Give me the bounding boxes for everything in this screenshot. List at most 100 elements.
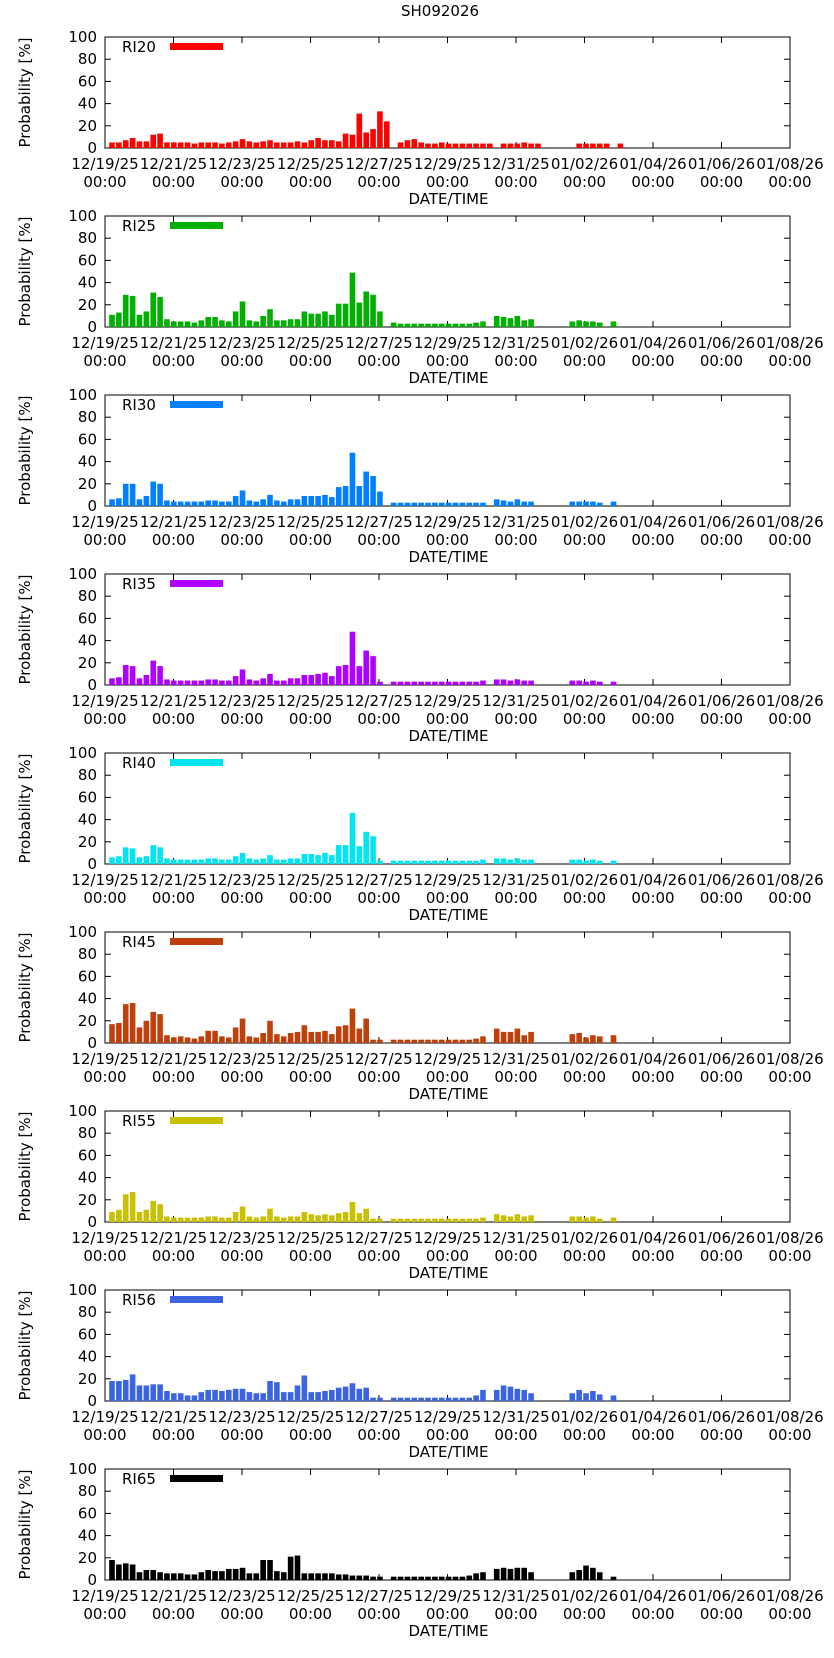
bar <box>583 1393 589 1401</box>
bar <box>150 1200 157 1222</box>
bar <box>452 1039 459 1043</box>
x-tick-time-label: 00:00 <box>426 1247 469 1265</box>
legend-label: RI20 <box>122 38 156 56</box>
x-tick-time-label: 00:00 <box>357 173 400 191</box>
bar <box>171 1573 177 1580</box>
plot-frame <box>104 215 791 328</box>
y-tick-label: 80 <box>78 1303 97 1321</box>
bar <box>143 141 150 148</box>
bar <box>480 859 486 864</box>
x-tick-date-label: 01/08/26 <box>756 692 823 710</box>
bar <box>596 322 603 327</box>
bar <box>253 1217 260 1222</box>
legend-label: RI25 <box>122 217 156 235</box>
bar <box>198 859 205 864</box>
x-tick-time-label: 00:00 <box>152 710 195 728</box>
bar <box>136 1027 143 1043</box>
bar <box>521 1216 527 1222</box>
bar <box>418 860 424 864</box>
x-tick-date-label: 12/25/25 <box>277 155 344 173</box>
bar <box>301 854 308 864</box>
bar <box>294 319 301 327</box>
bar <box>610 1035 617 1043</box>
bar <box>528 680 534 685</box>
bar <box>322 311 328 327</box>
bar <box>514 1214 521 1222</box>
bar <box>452 143 459 148</box>
y-tick-label: 60 <box>78 1146 97 1164</box>
plot-frame <box>104 573 791 686</box>
x-tick-time-label: 00:00 <box>289 1068 332 1086</box>
bar <box>576 1570 582 1580</box>
bar <box>438 1039 445 1043</box>
bar <box>294 858 301 864</box>
bar <box>274 1034 280 1043</box>
bar <box>122 1194 129 1222</box>
bar <box>274 1571 280 1580</box>
bar <box>171 321 177 327</box>
y-tick-label: 60 <box>78 609 97 627</box>
bar <box>287 858 294 864</box>
x-tick-time-label: 00:00 <box>494 1426 537 1444</box>
bar <box>377 681 383 685</box>
bar <box>329 1573 335 1580</box>
plot-frame <box>104 1110 791 1223</box>
bar <box>136 1385 143 1401</box>
bar <box>480 143 486 148</box>
bar <box>116 1023 122 1043</box>
bar <box>294 1555 301 1580</box>
bar <box>129 295 136 327</box>
y-axis-label: Probability [%] <box>16 37 34 147</box>
bar <box>466 143 473 148</box>
bar <box>576 1033 582 1043</box>
x-tick-time-label: 00:00 <box>700 173 743 191</box>
x-tick-date-label: 12/27/25 <box>345 871 412 889</box>
bar <box>177 1393 184 1401</box>
bar <box>267 1560 273 1580</box>
bar <box>109 1381 115 1401</box>
bar <box>370 129 376 148</box>
y-tick-label: 0 <box>87 1034 97 1052</box>
bar <box>205 1389 211 1401</box>
bar <box>514 1567 521 1580</box>
bar <box>287 678 294 685</box>
x-tick-date-label: 12/29/25 <box>414 692 481 710</box>
bar <box>308 496 315 506</box>
bar <box>363 1208 369 1222</box>
bar <box>425 1397 431 1401</box>
bar <box>590 680 596 685</box>
x-tick-time-label: 00:00 <box>494 1605 537 1623</box>
x-tick-date-label: 01/08/26 <box>756 871 823 889</box>
y-tick-label: 60 <box>78 1504 97 1522</box>
bar <box>301 675 308 685</box>
x-tick-time-label: 00:00 <box>494 1247 537 1265</box>
bar <box>459 1397 466 1401</box>
bar <box>287 142 294 148</box>
bar <box>191 1038 198 1043</box>
x-tick-date-label: 12/23/25 <box>208 1587 275 1605</box>
bar <box>171 680 177 685</box>
bar <box>445 323 452 327</box>
bar <box>466 1397 473 1401</box>
bar <box>466 1575 473 1580</box>
bar <box>363 1575 369 1580</box>
x-tick-time-label: 00:00 <box>426 1605 469 1623</box>
bar <box>342 133 349 148</box>
y-tick-label: 40 <box>78 274 97 292</box>
y-axis-label: Probability [%] <box>16 932 34 1042</box>
bar <box>569 1034 576 1043</box>
bar <box>232 856 239 864</box>
bar <box>390 502 397 506</box>
bar <box>308 854 315 864</box>
x-tick-date-label: 01/06/26 <box>688 1050 755 1068</box>
x-tick-time-label: 00:00 <box>631 1068 674 1086</box>
x-tick-time-label: 00:00 <box>631 1605 674 1623</box>
x-tick-time-label: 00:00 <box>426 173 469 191</box>
bar <box>122 483 129 506</box>
x-tick-date-label: 01/08/26 <box>756 1587 823 1605</box>
bar <box>404 1576 411 1580</box>
y-tick-label: 100 <box>68 1281 97 1299</box>
x-tick-time-label: 00:00 <box>426 889 469 907</box>
x-tick-time-label: 00:00 <box>220 352 263 370</box>
